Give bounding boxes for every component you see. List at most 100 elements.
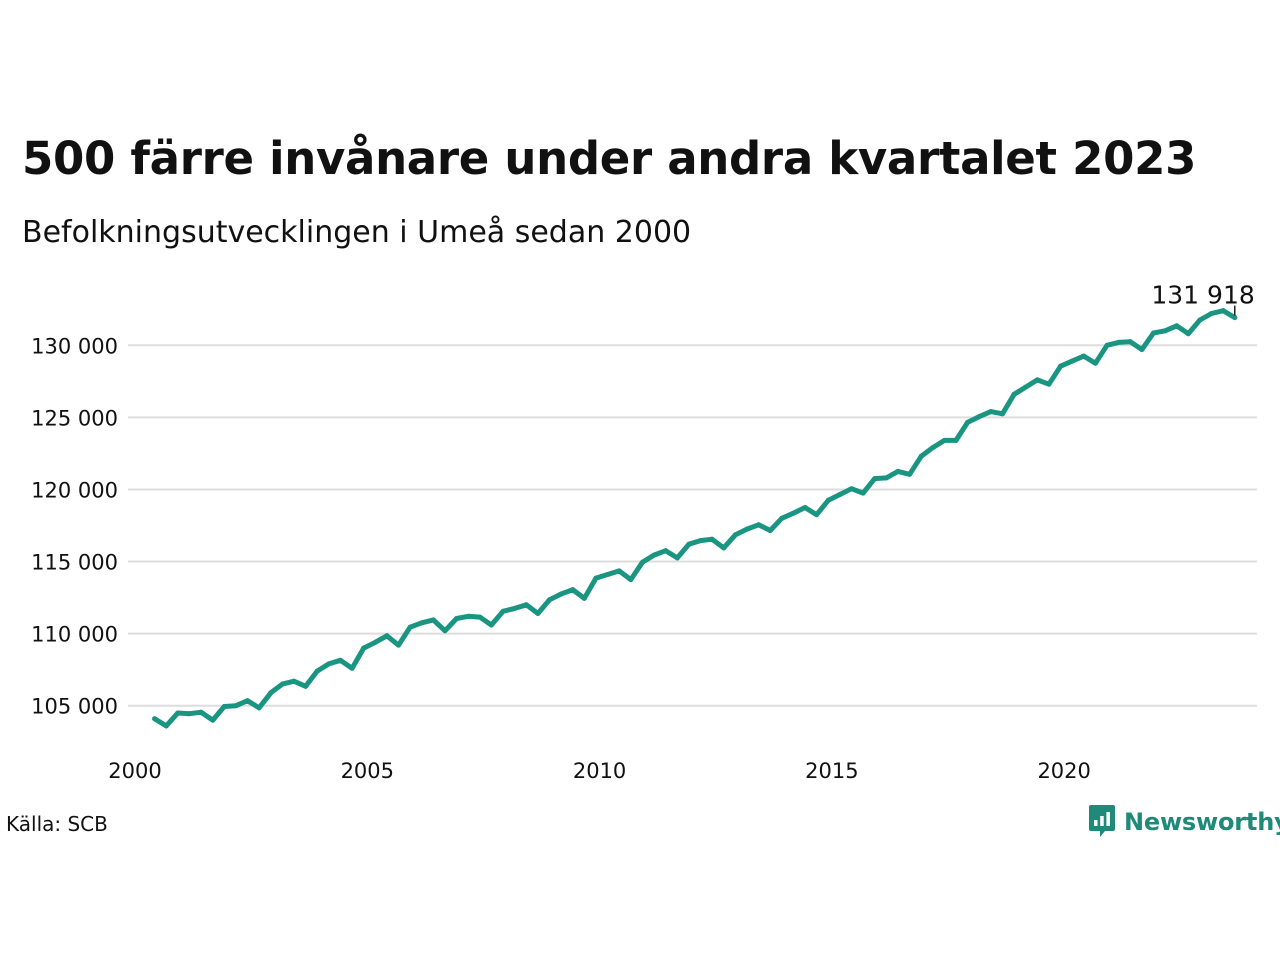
grid-lines [128, 344, 1257, 707]
data-point [616, 568, 622, 574]
data-point [605, 572, 611, 578]
data-point [1023, 384, 1029, 390]
y-tick-label: 105 000 [31, 695, 118, 719]
data-point [303, 683, 309, 689]
data-point [744, 526, 750, 532]
data-point [1127, 339, 1133, 345]
x-tick-label: 2020 [1037, 759, 1090, 783]
data-point [337, 657, 343, 663]
data-point [825, 497, 831, 503]
data-point [186, 711, 192, 717]
data-point [384, 633, 390, 639]
data-point [802, 504, 808, 510]
data-point [500, 608, 506, 614]
data-point [1220, 308, 1226, 314]
data-point [1104, 342, 1110, 348]
data-point [965, 419, 971, 425]
chart-title: 500 färre invånare under andra kvartalet… [22, 132, 1197, 185]
data-point [709, 536, 715, 542]
data-point [430, 617, 436, 623]
last-value-label: 131 918 [1151, 281, 1254, 310]
y-tick-label: 110 000 [31, 623, 118, 647]
data-point [477, 614, 483, 620]
data-point [279, 681, 285, 687]
x-axis-tick-labels: 2000 2005 2010 2015 2020 [108, 759, 1091, 783]
data-point [488, 622, 494, 628]
data-point [1209, 311, 1215, 317]
y-tick-label: 120 000 [31, 478, 118, 502]
data-point [407, 624, 413, 630]
data-point [210, 717, 216, 723]
data-point [419, 620, 425, 626]
data-point [1150, 330, 1156, 336]
data-point [883, 475, 889, 481]
data-point [175, 710, 181, 716]
data-point [1232, 315, 1238, 321]
data-point [221, 703, 227, 709]
data-point [1011, 391, 1017, 397]
data-point [639, 559, 645, 565]
data-point [1069, 358, 1075, 364]
data-point [581, 595, 587, 601]
data-point [268, 690, 274, 696]
data-point [837, 491, 843, 497]
data-point [999, 411, 1005, 417]
data-point [1092, 360, 1098, 366]
data-point [1197, 317, 1203, 323]
data-point [1034, 377, 1040, 383]
data-point [860, 490, 866, 496]
data-point [907, 471, 913, 477]
annotation-layer: 131 918 [1151, 281, 1255, 316]
data-point [790, 510, 796, 516]
y-tick-label: 125 000 [31, 406, 118, 430]
data-point [1162, 328, 1168, 334]
data-point [512, 605, 518, 611]
data-point [848, 486, 854, 492]
data-point [930, 445, 936, 451]
data-point [895, 468, 901, 474]
data-point [326, 661, 332, 667]
data-point [988, 409, 994, 415]
data-point [1081, 353, 1087, 359]
series-line [152, 308, 1238, 729]
data-point [814, 512, 820, 518]
brand-name: Newsworthy [1124, 808, 1280, 836]
data-point [674, 555, 680, 561]
x-tick-label: 2005 [341, 759, 394, 783]
data-point [372, 639, 378, 645]
data-point [1174, 323, 1180, 329]
x-tick-label: 2000 [108, 759, 161, 783]
data-point [756, 522, 762, 528]
data-point [454, 616, 460, 622]
data-point [872, 476, 878, 482]
data-point [941, 437, 947, 443]
data-point [198, 709, 204, 715]
y-axis-tick-labels: 105 000 110 000 115 000 120 000 125 000 130 0… [31, 334, 118, 718]
data-point [233, 703, 239, 709]
data-point [523, 602, 529, 608]
data-point [628, 577, 634, 583]
data-point [570, 587, 576, 593]
x-tick-label: 2010 [573, 759, 626, 783]
data-point [535, 610, 541, 616]
data-point [651, 552, 657, 558]
data-point [256, 705, 262, 711]
data-point [163, 723, 169, 729]
data-point [698, 538, 703, 544]
source-note: Källa: SCB [6, 812, 108, 836]
data-point [349, 665, 355, 671]
data-point [547, 597, 553, 603]
data-point [396, 642, 402, 648]
data-point [558, 591, 564, 597]
data-point [1139, 347, 1145, 353]
y-tick-label: 130 000 [31, 334, 118, 358]
data-point [953, 437, 959, 443]
data-point [663, 548, 669, 554]
chart-subtitle: Befolkningsutvecklingen i Umeå sedan 200… [22, 215, 692, 250]
data-point [291, 678, 297, 684]
data-point [1058, 363, 1064, 369]
data-point [361, 645, 367, 651]
data-point [767, 528, 773, 534]
data-point [314, 668, 320, 674]
